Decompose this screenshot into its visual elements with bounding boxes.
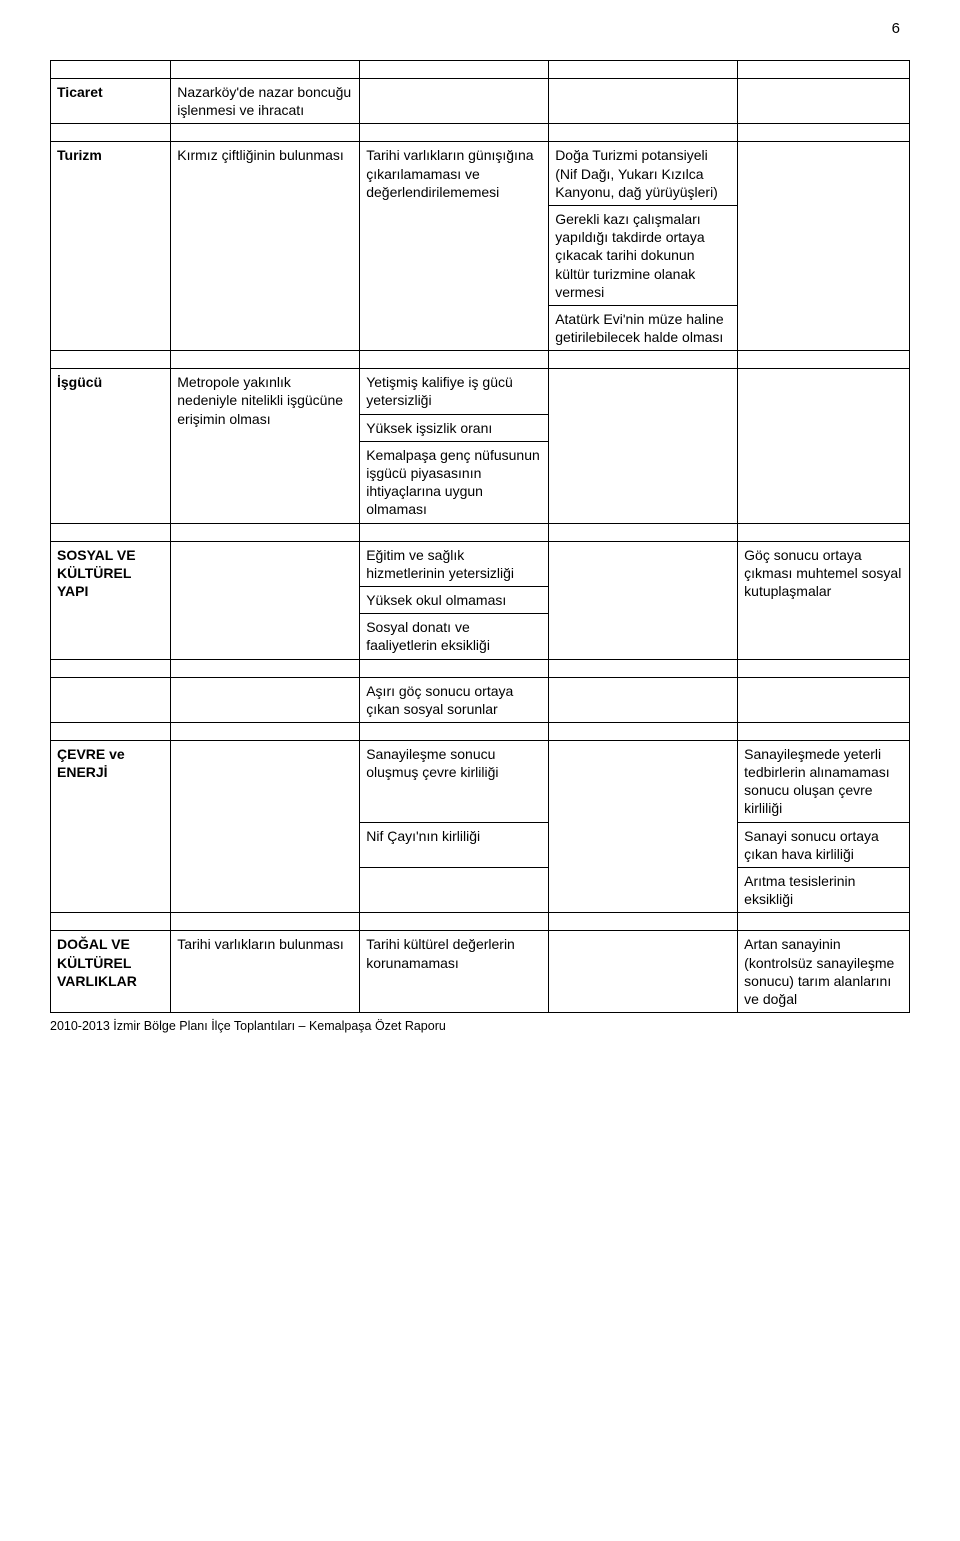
cell bbox=[738, 142, 910, 351]
cell-heading: İşgücü bbox=[51, 369, 171, 523]
cell bbox=[738, 677, 910, 722]
cell bbox=[738, 351, 910, 369]
content-table: Ticaret Nazarköy'de nazar boncuğu işlenm… bbox=[50, 60, 910, 1013]
table-row bbox=[51, 659, 910, 677]
cell bbox=[549, 541, 738, 659]
cell bbox=[360, 124, 549, 142]
table-row bbox=[51, 61, 910, 79]
cell bbox=[549, 722, 738, 740]
cell bbox=[51, 523, 171, 541]
cell: Sosyal donatı ve faaliyetlerin eksikliği bbox=[360, 614, 549, 659]
cell bbox=[171, 659, 360, 677]
cell: Nazarköy'de nazar boncuğu işlenmesi ve i… bbox=[171, 79, 360, 124]
cell bbox=[549, 124, 738, 142]
cell bbox=[360, 79, 549, 124]
cell: Aşırı göç sonucu ortaya çıkan sosyal sor… bbox=[360, 677, 549, 722]
cell: Sanayileşme sonucu oluşmuş çevre kirlili… bbox=[360, 740, 549, 822]
table-row bbox=[51, 913, 910, 931]
cell bbox=[171, 913, 360, 931]
cell bbox=[51, 722, 171, 740]
cell: Nif Çayı'nın kirliliği bbox=[360, 822, 549, 867]
cell bbox=[51, 351, 171, 369]
cell: Atatürk Evi'nin müze haline getirilebile… bbox=[549, 305, 738, 350]
cell bbox=[51, 677, 171, 722]
cell bbox=[51, 659, 171, 677]
cell-heading: SOSYAL VE KÜLTÜREL YAPI bbox=[51, 541, 171, 659]
table-row: ÇEVRE ve ENERJİ Sanayileşme sonucu oluşm… bbox=[51, 740, 910, 822]
cell bbox=[549, 523, 738, 541]
cell bbox=[360, 868, 549, 913]
table-row: SOSYAL VE KÜLTÜREL YAPI Eğitim ve sağlık… bbox=[51, 541, 910, 586]
table-row bbox=[51, 722, 910, 740]
cell bbox=[171, 351, 360, 369]
cell bbox=[171, 124, 360, 142]
cell: Arıtma tesislerinin eksikliği bbox=[738, 868, 910, 913]
table-row: İşgücü Metropole yakınlık nedeniyle nite… bbox=[51, 369, 910, 414]
cell bbox=[549, 931, 738, 1013]
table-row bbox=[51, 351, 910, 369]
table-row: Aşırı göç sonucu ortaya çıkan sosyal sor… bbox=[51, 677, 910, 722]
cell bbox=[549, 913, 738, 931]
cell bbox=[738, 369, 910, 523]
document-page: 6 Ticaret Nazarköy'de nazar boncuğu işle… bbox=[0, 0, 960, 1541]
cell bbox=[51, 124, 171, 142]
cell-heading: ÇEVRE ve ENERJİ bbox=[51, 740, 171, 913]
cell: Yüksek okul olmaması bbox=[360, 586, 549, 613]
cell bbox=[360, 351, 549, 369]
cell bbox=[360, 659, 549, 677]
cell-heading: Ticaret bbox=[51, 79, 171, 124]
cell bbox=[360, 913, 549, 931]
cell bbox=[51, 913, 171, 931]
cell bbox=[738, 124, 910, 142]
cell bbox=[738, 722, 910, 740]
table-row bbox=[51, 523, 910, 541]
cell bbox=[549, 61, 738, 79]
cell bbox=[549, 740, 738, 913]
cell: Kırmız çiftliğinin bulunması bbox=[171, 142, 360, 351]
cell bbox=[738, 659, 910, 677]
cell bbox=[738, 523, 910, 541]
cell bbox=[171, 61, 360, 79]
page-number: 6 bbox=[892, 20, 900, 37]
cell bbox=[549, 659, 738, 677]
cell-heading: DOĞAL VE KÜLTÜREL VARLIKLAR bbox=[51, 931, 171, 1013]
cell bbox=[171, 677, 360, 722]
cell bbox=[738, 79, 910, 124]
cell bbox=[549, 369, 738, 523]
cell: Tarihi kültürel değerlerin korunamaması bbox=[360, 931, 549, 1013]
cell: Doğa Turizmi potansiyeli (Nif Dağı, Yuka… bbox=[549, 142, 738, 206]
cell bbox=[738, 913, 910, 931]
cell: Sanayi sonucu ortaya çıkan hava kirliliğ… bbox=[738, 822, 910, 867]
cell: Sanayileşmede yeterli tedbirlerin alınam… bbox=[738, 740, 910, 822]
cell bbox=[360, 523, 549, 541]
cell: Yüksek işsizlik oranı bbox=[360, 414, 549, 441]
table-row: DOĞAL VE KÜLTÜREL VARLIKLAR Tarihi varlı… bbox=[51, 931, 910, 1013]
footer-text: 2010-2013 İzmir Bölge Planı İlçe Toplant… bbox=[50, 1019, 910, 1033]
cell bbox=[738, 61, 910, 79]
cell bbox=[171, 722, 360, 740]
cell: Göç sonucu ortaya çıkması muhtemel sosya… bbox=[738, 541, 910, 659]
cell bbox=[360, 61, 549, 79]
cell: Kemalpaşa genç nüfusunun işgücü piyasası… bbox=[360, 441, 549, 523]
cell-heading: Turizm bbox=[51, 142, 171, 351]
cell: Metropole yakınlık nedeniyle nitelikli i… bbox=[171, 369, 360, 523]
cell: Tarihi varlıkların bulunması bbox=[171, 931, 360, 1013]
cell bbox=[360, 722, 549, 740]
cell bbox=[549, 351, 738, 369]
cell bbox=[171, 541, 360, 659]
cell bbox=[171, 740, 360, 913]
cell bbox=[171, 523, 360, 541]
cell bbox=[549, 79, 738, 124]
cell: Tarihi varlıkların günışığına çıkarılama… bbox=[360, 142, 549, 351]
table-row: Ticaret Nazarköy'de nazar boncuğu işlenm… bbox=[51, 79, 910, 124]
table-row bbox=[51, 124, 910, 142]
cell bbox=[51, 61, 171, 79]
cell: Yetişmiş kalifiye iş gücü yetersizliği bbox=[360, 369, 549, 414]
table-row: Turizm Kırmız çiftliğinin bulunması Tari… bbox=[51, 142, 910, 206]
cell: Eğitim ve sağlık hizmetlerinin yetersizl… bbox=[360, 541, 549, 586]
cell: Artan sanayinin (kontrolsüz sanayileşme … bbox=[738, 931, 910, 1013]
cell: Gerekli kazı çalışmaları yapıldığı takdi… bbox=[549, 205, 738, 305]
cell bbox=[549, 677, 738, 722]
